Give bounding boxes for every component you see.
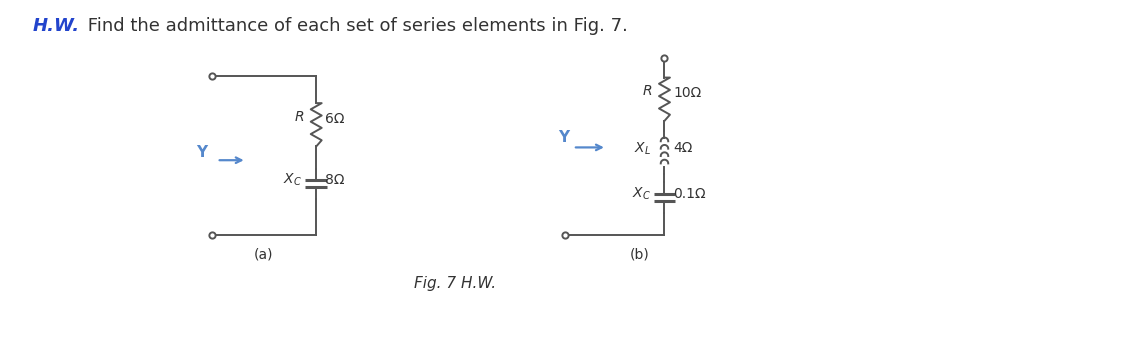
Text: $R$: $R$ — [642, 84, 653, 98]
Text: H.W.: H.W. — [33, 17, 80, 35]
Text: $X_C$: $X_C$ — [284, 172, 302, 188]
Text: Find the admittance of each set of series elements in Fig. 7.: Find the admittance of each set of serie… — [82, 17, 628, 35]
Text: $R$: $R$ — [294, 110, 304, 124]
Text: 6Ω: 6Ω — [325, 112, 344, 126]
Text: 8Ω: 8Ω — [325, 173, 344, 187]
Text: $X_L$: $X_L$ — [634, 140, 651, 157]
Text: $X_C$: $X_C$ — [632, 185, 651, 202]
Text: 4Ω: 4Ω — [673, 142, 692, 155]
Text: (b): (b) — [629, 248, 650, 262]
Text: (a): (a) — [255, 248, 274, 262]
Text: Fig. 7 H.W.: Fig. 7 H.W. — [414, 276, 497, 291]
Text: 0.1Ω: 0.1Ω — [673, 186, 706, 201]
Text: Y: Y — [195, 145, 206, 160]
Text: Y: Y — [558, 130, 569, 145]
Text: 10Ω: 10Ω — [673, 86, 701, 100]
